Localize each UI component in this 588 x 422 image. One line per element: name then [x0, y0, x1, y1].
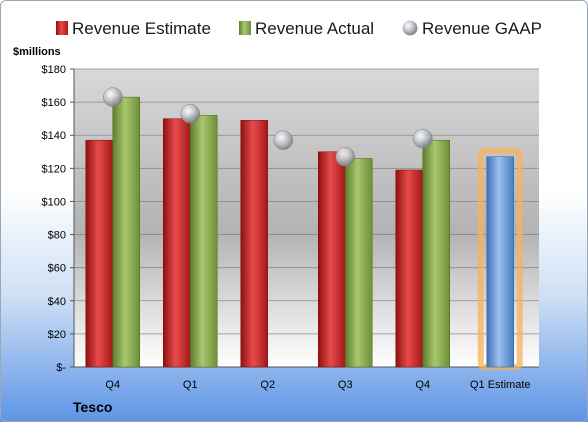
legend-swatch-revenue-actual	[239, 21, 251, 35]
gridlines	[70, 68, 539, 368]
legend-swatch-revenue-gaap	[402, 20, 418, 36]
y-tick-label: $80	[48, 230, 66, 242]
legend-label-revenue-gaap: Revenue GAAP	[422, 19, 542, 38]
x-category-label: Q1 Estimate	[470, 379, 531, 391]
y-tick-label: $100	[42, 196, 66, 208]
y-tick-label: $60	[48, 263, 66, 275]
bar-revenue-estimate	[163, 118, 191, 368]
x-category-label: Q2	[260, 379, 275, 391]
bar-q1-estimate	[486, 156, 514, 368]
y-axis-ticks: $- $20 $40 $60 $80 $100 $120 $140 $160 $180	[42, 64, 67, 374]
x-category-label: Q4	[105, 379, 120, 391]
bar-revenue-estimate	[85, 139, 113, 368]
bars	[85, 96, 523, 370]
legend: Revenue Estimate Revenue Actual Revenue …	[56, 19, 542, 38]
gaap-markers	[103, 87, 433, 167]
y-tick-label: $20	[48, 329, 66, 341]
bar-revenue-actual	[345, 158, 373, 368]
bar-revenue-actual	[190, 115, 218, 368]
x-category-label: Q1	[183, 379, 198, 391]
marker-revenue-gaap	[335, 146, 355, 167]
legend-label-revenue-actual: Revenue Actual	[255, 19, 374, 38]
y-tick-label: $140	[42, 130, 66, 142]
y-tick-label: $40	[48, 296, 66, 308]
marker-revenue-gaap	[103, 87, 123, 107]
y-tick-label: $160	[42, 97, 66, 109]
x-category-label: Q4	[415, 379, 430, 391]
bar-revenue-actual	[422, 139, 450, 368]
plot-area	[74, 69, 539, 367]
bar-revenue-estimate	[240, 120, 268, 368]
legend-item-revenue-actual[interactable]: Revenue Actual	[239, 19, 374, 38]
y-tick-label: $-	[56, 362, 66, 374]
bar-revenue-actual	[112, 96, 140, 368]
marker-revenue-gaap	[413, 128, 433, 149]
unit-label: $millions	[13, 46, 61, 58]
bar-revenue-estimate	[318, 151, 346, 368]
legend-swatch-revenue-estimate	[56, 21, 68, 35]
legend-item-revenue-gaap[interactable]: Revenue GAAP	[402, 19, 543, 38]
x-axis-categories: Q4 Q1 Q2 Q3 Q4 Q1 Estimate	[105, 379, 530, 391]
bar-revenue-estimate	[395, 169, 423, 368]
marker-revenue-gaap	[180, 103, 200, 124]
y-tick-label: $180	[42, 64, 66, 76]
company-name: Tesco	[73, 399, 112, 415]
x-category-label: Q3	[338, 379, 353, 391]
legend-item-revenue-estimate[interactable]: Revenue Estimate	[56, 19, 211, 38]
y-tick-label: $120	[42, 163, 66, 175]
legend-label-revenue-estimate: Revenue Estimate	[72, 19, 211, 38]
marker-revenue-gaap	[273, 130, 293, 150]
